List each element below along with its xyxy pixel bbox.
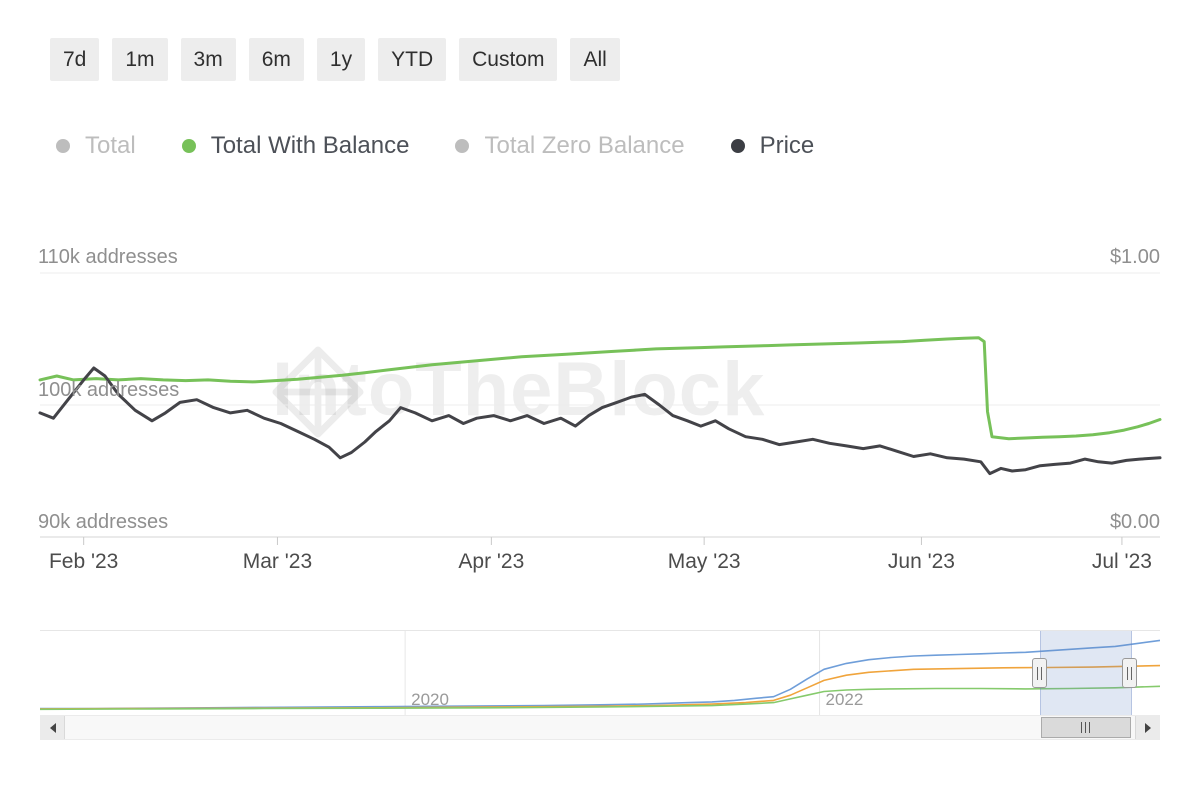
range-button-all[interactable]: All [570,38,620,81]
navigator-series-orange [40,664,1160,710]
legend-label-total: Total [85,132,136,159]
y-axis-label-price-max: $1.00 [1109,246,1160,268]
legend-label-total-zero-balance: Total Zero Balance [484,132,685,159]
navigator-year-label-2022: 2022 [825,690,864,709]
navigator[interactable]: 2020 2022 [40,630,1160,715]
series-total-with-balance[interactable] [38,336,1162,441]
range-button-1m[interactable]: 1m [112,38,168,81]
horizontal-scrollbar[interactable] [40,715,1160,740]
grip-icon [1081,722,1091,733]
legend-item-total-zero-balance[interactable]: Total Zero Balance [455,132,685,160]
navigator-selected-range[interactable] [1040,631,1132,715]
legend-dot-total-icon [56,139,70,153]
scrollbar-thumb[interactable] [1041,717,1131,738]
legend-item-total-with-balance[interactable]: Total With Balance [181,132,410,160]
legend-label-total-with-balance: Total With Balance [210,132,410,159]
main-plot-area[interactable] [0,244,1200,580]
range-toolbar: 7d 1m 3m 6m 1y YTD Custom All [50,38,620,81]
y-axis-label-price-min: $0.00 [1109,511,1160,533]
scrollbar-right-button[interactable] [1135,716,1159,739]
navigator-gridlines [404,631,821,715]
x-axis-label-apr: Apr '23 [458,550,525,573]
legend-label-price: Price [759,132,815,159]
range-button-7d[interactable]: 7d [50,38,100,81]
legend-item-price[interactable]: Price [730,132,815,160]
navigator-year-label-2020: 2020 [411,690,449,709]
range-button-6m[interactable]: 6m [248,38,304,81]
x-axis-ticks [83,537,1123,545]
x-axis-label-mar: Mar '23 [242,550,313,573]
y-axis-label-90k: 90k addresses [38,511,169,533]
x-axis-label-jun: Jun '23 [887,550,955,573]
series-price[interactable] [38,366,1162,476]
navigator-handle-right[interactable] [1121,658,1137,688]
right-arrow-icon [1144,722,1151,733]
range-button-custom[interactable]: Custom [459,38,558,81]
range-button-3m[interactable]: 3m [180,38,236,81]
range-button-ytd[interactable]: YTD [378,38,447,81]
intotheblock-logo-icon [272,346,364,438]
legend-dot-price-icon [730,139,745,153]
main-chart[interactable]: IntoTheBlock 110k addresses 100k address… [0,244,1200,580]
navigator-plot-area[interactable] [40,631,1160,715]
x-axis-label-may: May '23 [667,550,741,573]
y-axis-label-100k: 100k addresses [38,379,180,401]
range-button-1y[interactable]: 1y [316,38,366,81]
legend-dot-total-with-balance-icon [181,139,196,153]
scrollbar-left-button[interactable] [41,716,65,739]
left-arrow-icon [49,722,56,733]
x-axis-label-jul: Jul '23 [1091,550,1152,573]
chart-legend: Total Total With Balance Total Zero Bala… [56,132,814,160]
legend-dot-total-zero-balance-icon [455,139,470,153]
navigator-series-blue [40,639,1160,710]
x-axis-label-feb: Feb '23 [48,550,119,573]
navigator-handle-left[interactable] [1032,658,1048,688]
navigator-series-green [40,685,1160,711]
y-axis-label-110k: 110k addresses [38,246,178,268]
legend-item-total[interactable]: Total [56,132,136,160]
